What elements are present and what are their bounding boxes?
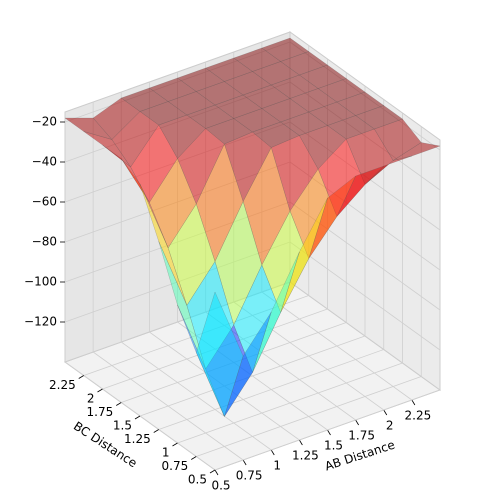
surface-patch (167, 203, 216, 307)
tick-mark (116, 402, 122, 406)
grid-line (289, 241, 441, 351)
surface-patch (83, 131, 131, 168)
tick-mark (134, 415, 141, 420)
surface-patch (158, 241, 206, 370)
grid-line (196, 376, 422, 457)
tick-mark (214, 469, 219, 476)
y-tick-label: 0.75 (162, 459, 189, 473)
grid-line (158, 349, 384, 430)
grid-line (139, 335, 366, 417)
x-tick-label: 0.75 (236, 469, 263, 483)
x-tick-label: 1.25 (292, 449, 319, 463)
surface-patch (252, 251, 300, 373)
y-tick-label: 1.75 (87, 405, 114, 419)
tick-mark (355, 419, 359, 426)
surface-patch (64, 117, 113, 140)
surface-patch (195, 291, 244, 418)
tick-mark (78, 375, 84, 379)
y-tick-label: 0.5 (188, 473, 207, 487)
tick-mark (411, 399, 416, 406)
tick-mark (270, 449, 275, 456)
grid-line (177, 362, 403, 444)
tick-mark (383, 409, 388, 416)
y-tick-label: 2 (87, 392, 95, 406)
z-tick-label: −20 (32, 115, 57, 129)
surface-patch (280, 197, 328, 313)
y-tick-label: 1 (162, 446, 170, 460)
y-tick-label: 2.25 (49, 378, 76, 392)
y-tick-label: 1.5 (113, 419, 132, 433)
tick-mark (97, 388, 103, 393)
z-tick-label: −40 (32, 155, 57, 169)
z-tick-label: −100 (24, 275, 57, 289)
x-tick-label: 2 (386, 419, 394, 433)
tick-mark (209, 469, 216, 474)
z-tick-label: −80 (32, 235, 57, 249)
x-tick-label: 2.25 (405, 409, 432, 423)
x-tick-label: 1.5 (324, 439, 343, 453)
tick-mark (327, 429, 331, 436)
tick-mark (242, 459, 247, 466)
y-tick-label: 1.25 (124, 432, 151, 446)
x-tick-label: 1 (273, 459, 281, 473)
tick-mark (153, 429, 159, 433)
tick-mark (299, 439, 303, 446)
x-tick-label: 1.75 (348, 429, 375, 443)
tick-mark (172, 442, 178, 447)
z-tick-label: −120 (24, 315, 57, 329)
x-tick-label: 0.5 (211, 479, 230, 493)
z-tick-label: −60 (32, 195, 57, 209)
surface-patch (224, 311, 272, 417)
surface-patch (139, 183, 188, 306)
grid-line (214, 389, 441, 471)
tick-mark (191, 456, 197, 460)
